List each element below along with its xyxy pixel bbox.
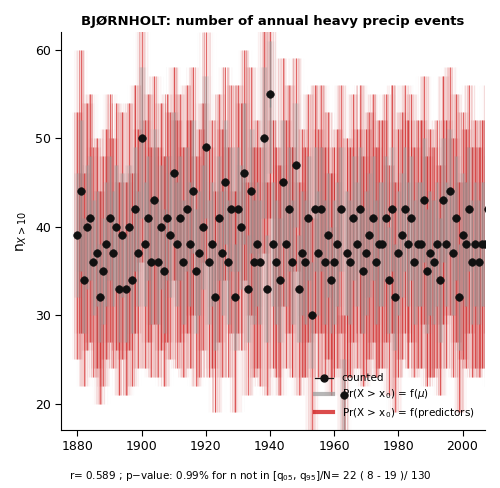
Title: BJØRNHOLT: number of annual heavy precip events: BJØRNHOLT: number of annual heavy precip… [82, 15, 465, 28]
Legend: counted, Pr(X > x$_0$) = f($\mu$), Pr(X > x$_0$) = f(predictors): counted, Pr(X > x$_0$) = f($\mu$), Pr(X … [310, 368, 480, 425]
Y-axis label: n$_{X>10}$: n$_{X>10}$ [15, 210, 30, 252]
Text: r= 0.589 ; p$-$value: 0.99% for n not in [q$_{05}$, q$_{95}$]/N= 22 ( 8 - 19 )/ : r= 0.589 ; p$-$value: 0.99% for n not in… [68, 469, 432, 483]
